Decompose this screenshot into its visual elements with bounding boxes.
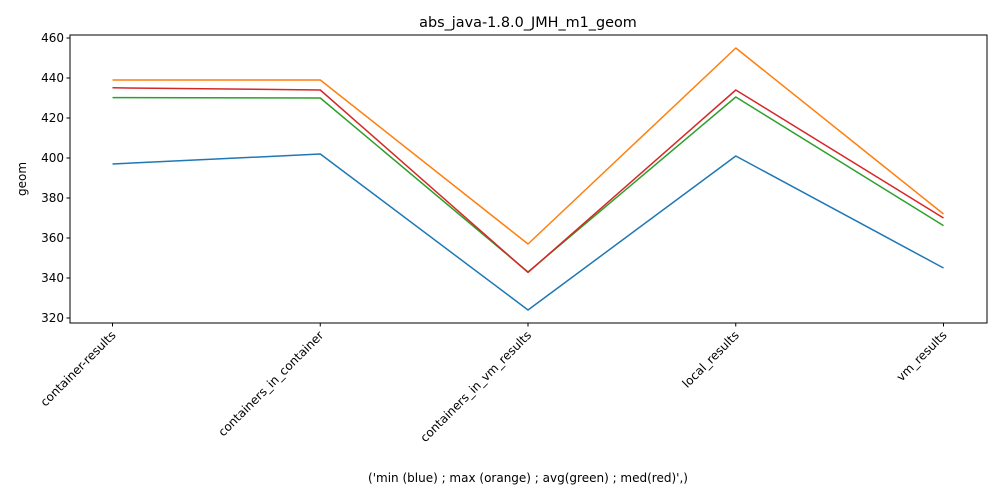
x-axis-label: ('min (blue) ; max (orange) ; avg(green)… xyxy=(368,471,688,485)
y-tick-label: 440 xyxy=(41,71,64,85)
series-line-0 xyxy=(112,153,944,311)
y-tick-label: 320 xyxy=(41,311,64,325)
series-line-3 xyxy=(112,87,944,274)
series-line-2 xyxy=(112,96,944,273)
x-tick-label: vm_results xyxy=(894,328,950,384)
plot-area-frame xyxy=(69,34,988,324)
y-axis: 320 340 360 380 400 420 440 460 xyxy=(41,31,70,325)
y-tick-label: 340 xyxy=(41,271,64,285)
x-tick-label: container-results xyxy=(38,328,119,409)
y-axis-label: geom xyxy=(15,162,29,196)
y-tick-label: 360 xyxy=(41,231,64,245)
x-tick-label: local_results xyxy=(680,328,742,390)
y-tick-label: 460 xyxy=(41,31,64,45)
y-tick-label: 400 xyxy=(41,151,64,165)
plot-lines xyxy=(112,47,944,311)
series-line-1 xyxy=(112,47,944,245)
x-tick-label: containers_in_container xyxy=(215,328,326,439)
y-tick-label: 420 xyxy=(41,111,64,125)
chart-title: abs_java-1.8.0_JMH_m1_geom xyxy=(419,15,637,31)
y-tick-label: 380 xyxy=(41,191,64,205)
x-tick-label: containers_in_vm_results xyxy=(417,328,534,445)
x-axis: container-results containers_in_container… xyxy=(38,323,950,445)
